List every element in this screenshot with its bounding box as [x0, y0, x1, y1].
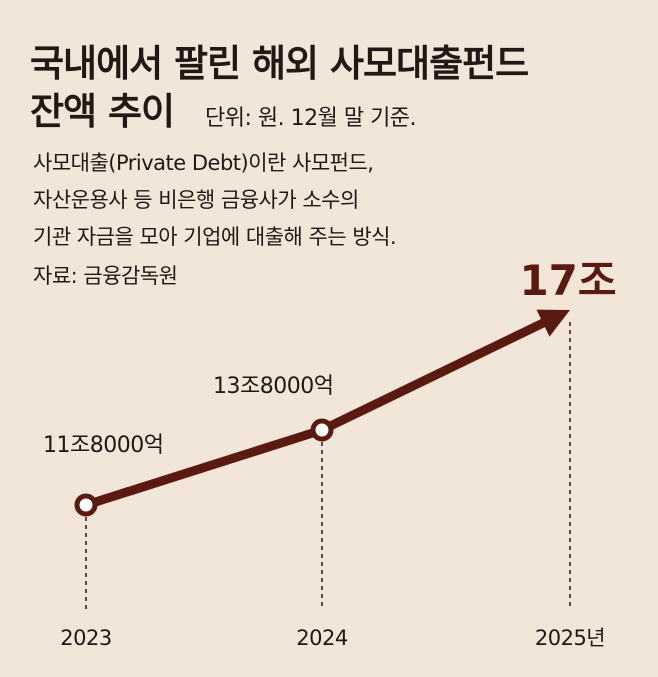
data-label-2025년: 17조 [519, 256, 616, 305]
description-line-1: 사모대출(Private Debt)이란 사모펀드, [33, 151, 374, 175]
description-line-3: 기관 자금을 모아 기업에 대출해 주는 방식. [33, 225, 397, 249]
x-tick-label-2023: 2023 [60, 626, 111, 650]
source-note: 자료: 금융감독원 [33, 264, 178, 288]
series-line-segment [320, 315, 553, 435]
x-tick-label-2025년: 2025년 [535, 626, 605, 650]
data-label-2023: 11조8000억 [43, 433, 163, 458]
series-line-segment [84, 425, 324, 510]
data-label-2024: 13조8000억 [213, 374, 333, 399]
data-point-2024 [310, 418, 334, 442]
description-line-2: 자산운용사 등 비은행 금융사가 소수의 [33, 188, 359, 212]
chart-title-line-1: 국내에서 팔린 해외 사모대출펀드 [30, 42, 529, 85]
chart-title-line-2: 잔액 추이 [30, 90, 175, 133]
unit-note: 단위: 원. 12월 말 기준. [205, 106, 417, 131]
arrow-head [536, 309, 570, 337]
data-point-2023 [74, 493, 98, 517]
x-tick-label-2024: 2024 [296, 626, 348, 650]
